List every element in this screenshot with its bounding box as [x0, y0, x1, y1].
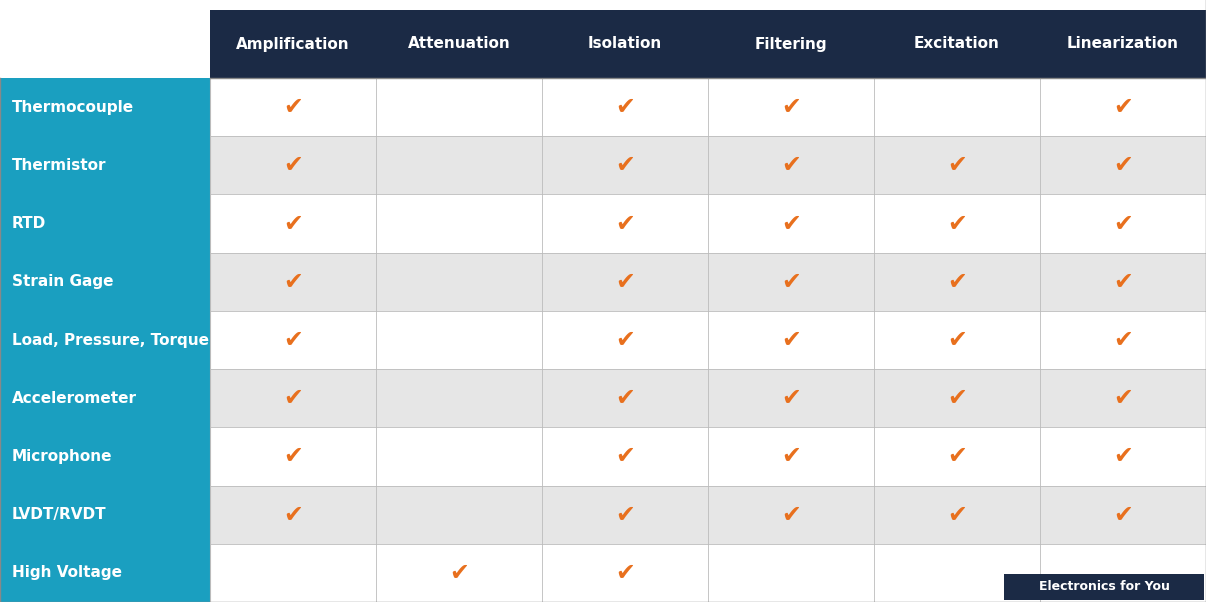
Bar	[0, 311, 210, 369]
Text: LVDT/RVDT: LVDT/RVDT	[12, 507, 106, 522]
Text: ✔: ✔	[615, 561, 634, 585]
Text: Thermocouple: Thermocouple	[12, 99, 134, 114]
Text: ✔: ✔	[781, 154, 801, 178]
Bar	[210, 253, 1206, 311]
Text: Attenuation: Attenuation	[408, 37, 510, 52]
Text: ✔: ✔	[947, 270, 967, 294]
Text: ✔: ✔	[615, 270, 634, 294]
Text: Filtering: Filtering	[755, 37, 827, 52]
Bar	[210, 194, 1206, 253]
Text: Linearization: Linearization	[1067, 37, 1179, 52]
Text: Microphone: Microphone	[12, 449, 112, 464]
Bar	[0, 253, 210, 311]
Text: ✔: ✔	[283, 444, 303, 468]
Text: ✔: ✔	[283, 211, 303, 235]
Text: ✔: ✔	[781, 328, 801, 352]
Text: ✔: ✔	[781, 95, 801, 119]
Text: ✔: ✔	[947, 444, 967, 468]
Text: ✔: ✔	[781, 386, 801, 410]
Text: Load, Pressure, Torque: Load, Pressure, Torque	[12, 332, 209, 347]
Text: ✔: ✔	[947, 154, 967, 178]
Bar	[210, 311, 1206, 369]
Text: Strain Gage: Strain Gage	[12, 275, 113, 290]
Bar	[0, 78, 210, 136]
Bar	[0, 427, 210, 486]
Text: ✔: ✔	[947, 503, 967, 527]
Text: ✔: ✔	[1113, 444, 1132, 468]
Bar	[210, 486, 1206, 544]
Bar	[0, 544, 210, 602]
Bar	[210, 427, 1206, 486]
Text: ✔: ✔	[283, 386, 303, 410]
Text: ✔: ✔	[1113, 211, 1132, 235]
Text: ✔: ✔	[283, 328, 303, 352]
Text: ✔: ✔	[947, 386, 967, 410]
Bar	[0, 486, 210, 544]
Text: ✔: ✔	[449, 561, 469, 585]
Text: ✔: ✔	[1113, 154, 1132, 178]
Bar	[1005, 574, 1204, 600]
Text: ✔: ✔	[615, 95, 634, 119]
Text: Isolation: Isolation	[587, 37, 662, 52]
Text: ✔: ✔	[283, 154, 303, 178]
Text: ✔: ✔	[947, 211, 967, 235]
Text: ✔: ✔	[1113, 270, 1132, 294]
Text: ✔: ✔	[283, 503, 303, 527]
Text: ✔: ✔	[283, 95, 303, 119]
Text: ✔: ✔	[615, 444, 634, 468]
Text: Accelerometer: Accelerometer	[12, 391, 137, 406]
Text: ✔: ✔	[947, 328, 967, 352]
Text: ✔: ✔	[615, 386, 634, 410]
Text: Excitation: Excitation	[914, 37, 1000, 52]
Text: ✔: ✔	[615, 154, 634, 178]
Bar	[210, 544, 1206, 602]
Text: ✔: ✔	[615, 328, 634, 352]
Text: ✔: ✔	[1113, 386, 1132, 410]
Text: ✔: ✔	[615, 211, 634, 235]
Text: ✔: ✔	[781, 503, 801, 527]
Bar	[210, 136, 1206, 194]
Bar	[0, 136, 210, 194]
Text: Amplification: Amplification	[236, 37, 350, 52]
Text: ✔: ✔	[615, 503, 634, 527]
Bar	[210, 369, 1206, 427]
Bar	[210, 10, 1206, 78]
Text: Electronics for You: Electronics for You	[1038, 580, 1170, 594]
Text: ✔: ✔	[781, 444, 801, 468]
Text: ✔: ✔	[781, 270, 801, 294]
Text: ✔: ✔	[1113, 95, 1132, 119]
Text: ✔: ✔	[283, 270, 303, 294]
Text: ✔: ✔	[781, 211, 801, 235]
Bar	[0, 194, 210, 253]
Text: High Voltage: High Voltage	[12, 565, 122, 580]
Text: Thermistor: Thermistor	[12, 158, 106, 173]
Text: ✔: ✔	[1113, 328, 1132, 352]
Bar	[0, 369, 210, 427]
Text: ✔: ✔	[1113, 503, 1132, 527]
Text: RTD: RTD	[12, 216, 46, 231]
Bar	[210, 78, 1206, 136]
